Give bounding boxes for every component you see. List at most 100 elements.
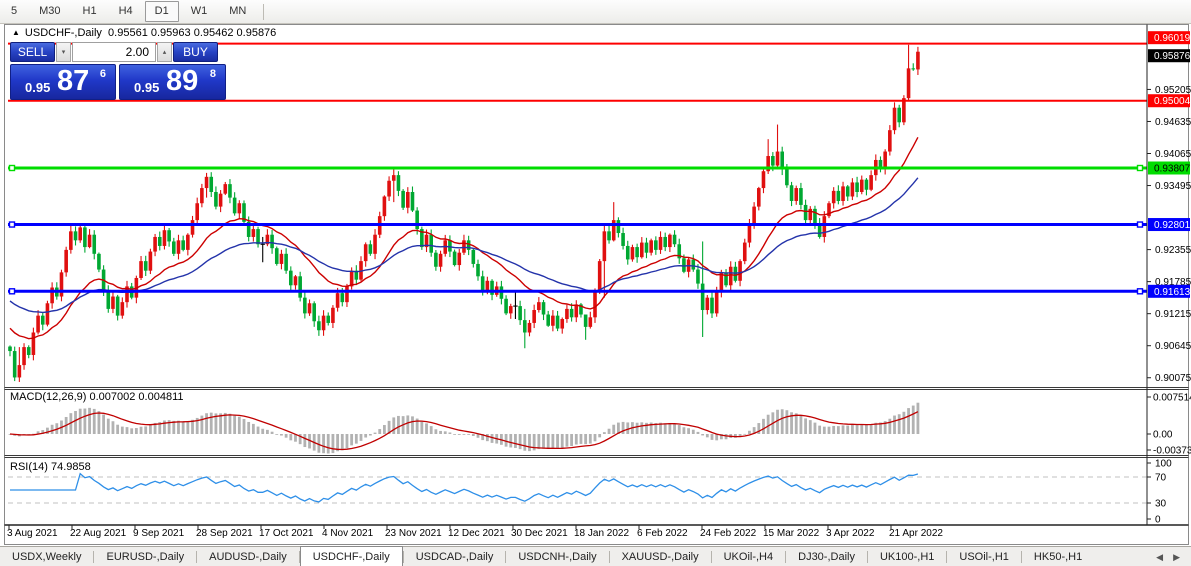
candle-body — [228, 184, 232, 198]
candle-body — [640, 242, 644, 258]
candle-body — [551, 315, 555, 326]
slow-ma-line — [9, 177, 919, 314]
candle-body — [256, 229, 260, 245]
sell-price-display[interactable]: 0.95 87 6 — [10, 64, 116, 100]
candle-body — [340, 293, 345, 303]
line-drag-handle[interactable] — [1136, 288, 1144, 295]
candle-body — [289, 270, 293, 286]
chart-tab-usoil-h1[interactable]: USOil-,H1 — [959, 551, 1009, 563]
candle-body — [186, 234, 190, 250]
macd-histogram-bar — [902, 411, 906, 434]
chart-tab-usdchf-daily[interactable]: USDCHF-,Daily — [299, 546, 403, 566]
macd-histogram-bar — [888, 418, 892, 434]
timeframe-button-w1[interactable]: W1 — [181, 1, 218, 22]
candle-body — [139, 261, 143, 278]
macd-histogram-bar — [462, 434, 466, 435]
candle-body — [537, 302, 541, 311]
macd-histogram-bar — [719, 434, 723, 440]
sell-button[interactable]: SELL — [10, 42, 55, 62]
candle-body — [59, 272, 64, 297]
chart-tab-xauusd-daily[interactable]: XAUUSD-,Daily — [621, 551, 699, 563]
macd-histogram-bar — [120, 426, 124, 434]
macd-histogram-bar — [701, 434, 705, 436]
date-axis-label: 22 Aug 2021 — [70, 528, 127, 539]
macd-histogram-bar — [373, 432, 377, 434]
macd-histogram-bar — [528, 434, 531, 452]
timeframe-button-mn[interactable]: MN — [219, 1, 256, 22]
volume-increase-button[interactable]: ▴ — [157, 42, 172, 62]
price-tick-label: 0.90075 — [1155, 373, 1191, 384]
macd-histogram-bar — [762, 418, 765, 434]
macd-histogram-bar — [467, 434, 471, 435]
candle-body — [616, 220, 621, 234]
chart-tab-hk50-h1[interactable]: HK50-,H1 — [1033, 551, 1083, 563]
hline-price-badge: 0.95004 — [1154, 96, 1191, 107]
candle-body — [855, 182, 859, 192]
line-drag-handle[interactable] — [1136, 164, 1144, 172]
candle-body — [569, 308, 574, 318]
macd-histogram-bar — [36, 431, 40, 434]
tab-scroll-right-icon[interactable]: ▶ — [1168, 552, 1185, 563]
macd-histogram-bar — [808, 420, 812, 434]
candle-body — [172, 241, 176, 254]
chart-tab-usdcad-daily[interactable]: USDCAD-,Daily — [415, 551, 494, 563]
chart-canvas[interactable]: 0.95205 0.94635 0.94065 0.93495 0.92355 0.917… — [0, 0, 1191, 546]
timeframe-button-h4[interactable]: H4 — [109, 1, 143, 22]
macd-histogram-bar — [247, 421, 251, 434]
timeframe-button-h1[interactable]: H1 — [73, 1, 107, 22]
macd-histogram-bar — [471, 434, 475, 436]
candle-body — [607, 231, 611, 241]
chart-tab-uk100-h1[interactable]: UK100-,H1 — [879, 551, 935, 563]
tab-scroll-left-icon[interactable]: ◀ — [1151, 552, 1168, 563]
candle-body — [87, 234, 92, 248]
candle-body — [892, 107, 897, 131]
chart-tab-eurusd-daily[interactable]: EURUSD-,Daily — [106, 551, 185, 563]
candle-body — [775, 151, 780, 166]
timeframe-button-d1[interactable]: D1 — [144, 1, 179, 22]
candle-body — [97, 253, 101, 270]
macd-histogram-bar — [256, 426, 260, 434]
candle-body — [78, 227, 82, 241]
macd-histogram-bar — [354, 434, 358, 444]
line-drag-handle[interactable] — [8, 164, 16, 172]
date-axis-label: 28 Sep 2021 — [196, 528, 253, 539]
candle-body — [148, 251, 153, 271]
volume-input[interactable] — [72, 42, 156, 62]
candle-body — [527, 322, 532, 333]
hline-price-badge: 0.92801 — [1154, 220, 1191, 231]
chart-tab-usdx-weekly[interactable]: USDX,Weekly — [12, 551, 82, 563]
buy-price-display[interactable]: 0.95 89 8 — [119, 64, 226, 100]
macd-histogram-bar — [621, 421, 625, 434]
candle-body — [480, 276, 485, 291]
timeframe-button-5[interactable]: 5 — [1, 1, 27, 22]
chart-tab-usdcnh-daily[interactable]: USDCNH-,Daily — [518, 551, 597, 563]
chart-tab-ukoil-h4[interactable]: UKOil-,H4 — [723, 551, 774, 563]
line-drag-handle[interactable] — [8, 288, 16, 295]
buy-button[interactable]: BUY — [173, 42, 218, 62]
line-drag-handle[interactable] — [1136, 221, 1144, 228]
macd-axis-label: 0.00 — [1153, 430, 1173, 441]
macd-histogram-bar — [860, 424, 864, 434]
chart-tab-dj30-daily[interactable]: DJ30-,Daily — [798, 551, 855, 563]
rsi-axis-label: 100 — [1155, 459, 1172, 470]
candle-body — [167, 230, 171, 242]
one-click-trading-panel: SELL ▾ ▴ BUY 0.95 87 6 0.95 89 8 — [10, 42, 226, 100]
collapse-arrow-icon[interactable]: ▲ — [12, 28, 20, 37]
candle-body — [284, 253, 288, 271]
candle-body — [73, 231, 78, 241]
hline-price-badge-bg — [1148, 94, 1190, 108]
macd-histogram-bar — [869, 424, 873, 434]
timeframe-button-m30[interactable]: M30 — [29, 1, 70, 22]
line-drag-handle[interactable] — [8, 221, 16, 228]
macd-histogram-bar — [350, 434, 354, 446]
volume-decrease-button[interactable]: ▾ — [56, 42, 71, 62]
candle-body — [541, 302, 546, 315]
macd-histogram-bar — [116, 424, 120, 434]
macd-histogram-bar — [228, 413, 232, 434]
chart-tab-audusd-daily[interactable]: AUDUSD-,Daily — [209, 551, 287, 563]
candle-body — [508, 306, 513, 314]
candle-body — [143, 261, 148, 271]
candle-body — [293, 276, 298, 286]
macd-signal-line — [9, 411, 919, 451]
candle-body — [424, 234, 429, 248]
